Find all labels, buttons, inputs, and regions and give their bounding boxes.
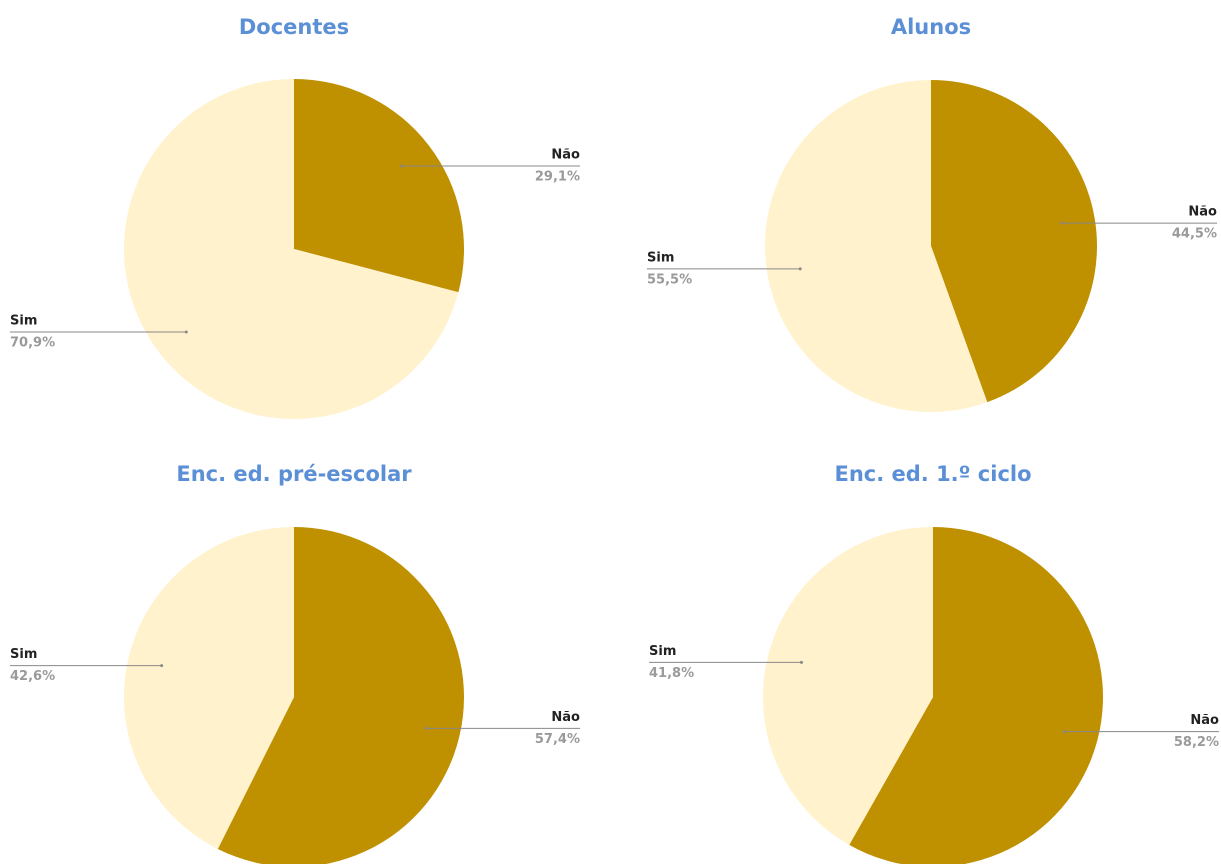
slice-label: Sim [10, 314, 37, 329]
pie-slice [849, 527, 1103, 864]
slice-value-label: 42,6% [10, 669, 55, 684]
leader-dot [184, 330, 188, 334]
slice-label: Não [551, 147, 580, 162]
chart-title: Docentes [239, 15, 349, 39]
slice-label: Não [1188, 205, 1217, 220]
leader-dot [424, 726, 428, 730]
slice-value-label: 70,9% [10, 336, 55, 351]
leader-dot [1060, 221, 1064, 225]
leader-dot [1063, 730, 1067, 734]
leader-dot [799, 660, 803, 664]
slice-label: Não [1190, 713, 1219, 728]
leader-dot [400, 164, 404, 168]
pie-slice [294, 79, 464, 293]
pie-slice [124, 79, 459, 419]
pie-slice [764, 79, 988, 412]
slice-value-label: 29,1% [535, 169, 580, 184]
leader-dot [798, 267, 802, 271]
pie-slice [123, 527, 294, 849]
slice-label: Sim [647, 250, 674, 265]
pie-slice [217, 527, 464, 864]
slice-value-label: 55,5% [647, 272, 692, 287]
chart-title: Alunos [891, 15, 971, 39]
pie-slice [763, 527, 933, 845]
slice-value-label: 44,5% [1172, 227, 1217, 242]
leader-dot [160, 664, 164, 668]
slice-label: Sim [649, 644, 676, 659]
slice-label: Não [551, 710, 580, 725]
slice-label: Sim [10, 647, 37, 662]
pie-slice [931, 80, 1097, 403]
slice-value-label: 41,8% [649, 666, 694, 681]
slice-value-label: 57,4% [535, 732, 580, 747]
slice-value-label: 58,2% [1174, 735, 1219, 750]
chart-title: Enc. ed. pré-escolar [176, 462, 412, 486]
chart-title: Enc. ed. 1.º ciclo [834, 462, 1031, 486]
